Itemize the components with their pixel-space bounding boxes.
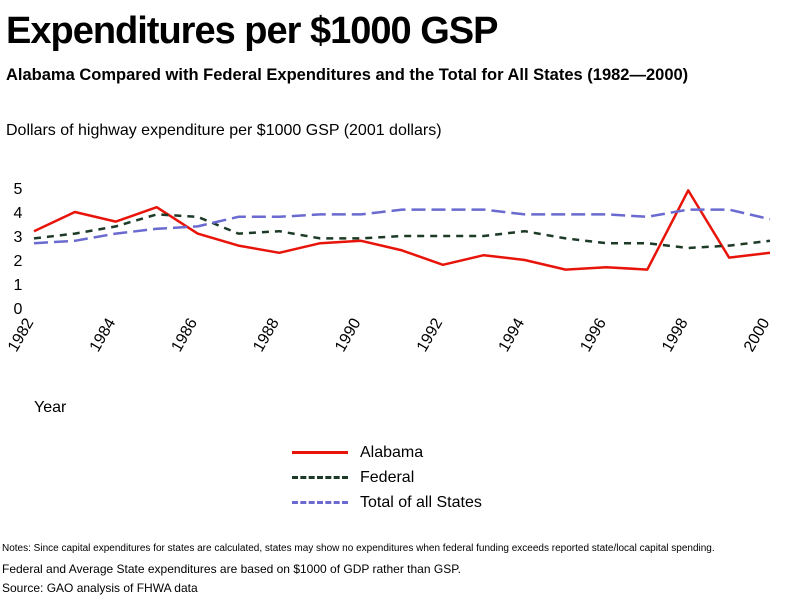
y-tick-label-2: 2 xyxy=(14,253,23,270)
y-tick-label-1: 1 xyxy=(14,277,23,294)
legend-swatch-federal xyxy=(292,476,348,479)
legend-swatch-alabama xyxy=(292,451,348,454)
y-tick-label-5: 5 xyxy=(14,181,23,198)
x-tick-label-1982: 1982 xyxy=(5,315,38,354)
legend-item-total-states: Total of all States xyxy=(292,490,482,515)
x-tick-label-1988: 1988 xyxy=(250,315,283,354)
y-tick-label-3: 3 xyxy=(14,229,23,246)
series-line-alabama xyxy=(33,189,771,271)
x-tick-label-1984: 1984 xyxy=(87,315,120,354)
y-tick-label-0: 0 xyxy=(14,301,23,318)
x-tick-label-2000: 2000 xyxy=(741,315,774,354)
legend-label-total-states: Total of all States xyxy=(360,493,482,511)
x-tick-label-1994: 1994 xyxy=(496,315,529,354)
legend-item-federal: Federal xyxy=(292,465,482,490)
x-tick-label-1998: 1998 xyxy=(659,315,692,354)
legend-swatch-total-states xyxy=(292,501,348,504)
chart-title: Expenditures per $1000 GSP xyxy=(6,10,498,52)
y-axis-title: Dollars of highway expenditure per $1000… xyxy=(6,122,442,139)
x-tick-label-1992: 1992 xyxy=(414,315,447,354)
gdp-note-text: Federal and Average State expenditures a… xyxy=(2,562,461,576)
legend-label-alabama: Alabama xyxy=(360,443,424,461)
chart-subtitle: Alabama Compared with Federal Expenditur… xyxy=(6,66,689,84)
x-tick-label-1996: 1996 xyxy=(577,315,610,354)
legend-label-federal: Federal xyxy=(360,468,415,486)
x-tick-label-1986: 1986 xyxy=(169,315,202,354)
x-tick-label-1990: 1990 xyxy=(332,315,365,354)
y-tick-label-4: 4 xyxy=(14,205,23,222)
series-line-total-of-all-states xyxy=(33,208,771,245)
legend: Alabama Federal Total of all States xyxy=(292,440,482,515)
source-text: Source: GAO analysis of FHWA data xyxy=(2,581,198,595)
legend-item-alabama: Alabama xyxy=(292,440,482,465)
x-axis-title: Year xyxy=(34,399,67,416)
notes-text: Notes: Since capital expenditures for st… xyxy=(2,543,715,554)
